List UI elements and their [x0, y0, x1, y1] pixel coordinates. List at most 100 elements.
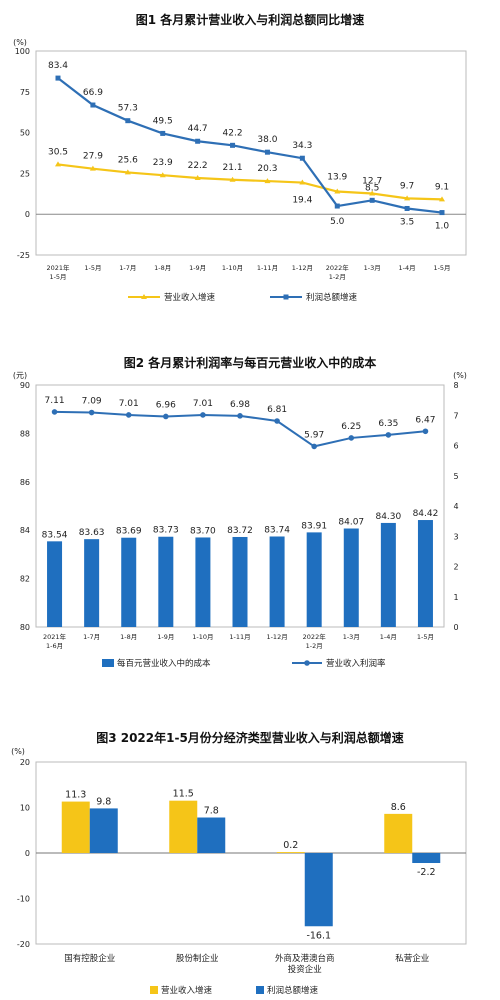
series-line-revenue	[57, 163, 443, 201]
data-label: 19.4	[292, 196, 312, 206]
legend-marker-revenue	[141, 294, 147, 299]
data-point	[299, 179, 306, 185]
data-label: 6.47	[415, 415, 435, 425]
y-tick-label: 100	[15, 47, 30, 56]
x-tick-label: 2021年 1-6月	[43, 632, 67, 650]
bar	[158, 536, 174, 627]
left-y-tick-label: 84	[20, 526, 30, 535]
legend-swatch-cost	[102, 659, 114, 667]
legend-swatch-revenue	[150, 986, 158, 994]
data-label: 7.01	[193, 399, 213, 409]
bar	[412, 853, 441, 864]
x-tick-label: 1-7月	[83, 633, 100, 641]
bar	[232, 536, 248, 627]
y-tick-label: 50	[20, 129, 30, 138]
plot-frame	[35, 50, 467, 256]
left-axis-unit: (元)	[13, 371, 27, 380]
bar	[197, 817, 226, 853]
data-label: 22.2	[188, 161, 208, 171]
bar-label: 83.69	[116, 527, 142, 537]
x-tick-label: 1-3月	[343, 633, 360, 641]
legend-label-profit: 利润总额增速	[306, 292, 358, 303]
data-point	[163, 413, 169, 420]
right-y-tick-label: 4	[453, 502, 458, 511]
bar-label: 9.8	[96, 796, 111, 807]
bar-label: 11.3	[65, 790, 86, 801]
bar	[384, 813, 413, 853]
data-point	[334, 188, 341, 194]
chart-2: 图2 各月累计利润率与每百元营业收入中的成本(元) (%)808284868890…	[13, 355, 467, 669]
bar-label: 83.91	[301, 521, 327, 531]
bar-label: 0.2	[283, 840, 298, 851]
data-point	[439, 196, 445, 202]
x-tick-label: 国有控股企业	[64, 953, 115, 964]
y-tick-label: 0	[25, 849, 30, 858]
legend-label-revenue: 营业收入增速	[164, 292, 216, 303]
x-tick-label: 1-8月	[154, 264, 171, 272]
chart-title: 图1 各月累计营业收入与利润总额同比增速	[136, 12, 365, 27]
data-point	[404, 205, 410, 211]
data-label: 3.5	[400, 217, 414, 227]
data-label: 13.9	[327, 173, 347, 183]
right-y-tick-label: 3	[453, 532, 458, 541]
legend-label-revenue: 营业收入增速	[161, 985, 213, 996]
bar-label: -2.2	[417, 867, 436, 878]
bar	[306, 532, 322, 627]
data-point	[299, 155, 305, 161]
bar	[169, 800, 198, 853]
data-point	[125, 412, 132, 418]
bar-label: 7.8	[204, 806, 219, 817]
data-label: 20.3	[257, 164, 277, 174]
data-label: 9.1	[435, 182, 449, 192]
data-label: 7.09	[82, 397, 102, 407]
data-label: 23.9	[153, 158, 173, 168]
data-point	[264, 149, 270, 155]
bar-label: 84.42	[413, 509, 439, 519]
y-tick-label: -10	[17, 895, 30, 904]
bar	[304, 853, 333, 927]
x-tick-label: 股份制企业	[176, 953, 219, 964]
bar	[121, 537, 137, 627]
x-tick-label: 1-11月	[229, 633, 250, 641]
bar-label: 83.73	[153, 526, 179, 536]
right-y-tick-label: 1	[453, 593, 458, 602]
data-label: 27.9	[83, 152, 103, 162]
left-y-tick-label: 86	[20, 478, 30, 487]
x-tick-label: 1-4月	[399, 264, 416, 272]
legend-marker-margin	[304, 660, 310, 666]
x-tick-label: 1-12月	[292, 264, 313, 272]
bar	[195, 537, 211, 627]
data-point	[200, 412, 206, 418]
data-label: 6.25	[341, 422, 361, 432]
data-label: 25.6	[118, 155, 138, 165]
data-point	[385, 432, 392, 438]
data-label: 34.3	[292, 141, 312, 151]
data-label: 8.5	[365, 183, 379, 193]
data-label: 1.0	[435, 222, 450, 232]
data-point	[264, 178, 271, 184]
bar	[47, 541, 63, 627]
x-tick-label: 1-7月	[119, 264, 136, 272]
data-label: 42.2	[223, 128, 243, 138]
y-tick-label: -25	[17, 251, 30, 260]
data-point	[230, 142, 236, 148]
bar-label: 84.30	[375, 512, 401, 522]
data-label: 5.97	[304, 430, 324, 440]
data-label: 6.35	[378, 419, 398, 429]
x-tick-label: 1-8月	[120, 633, 137, 641]
bar-label: 11.5	[173, 789, 194, 800]
x-tick-label: 2021年 1-5月	[46, 263, 70, 281]
y-tick-label: -20	[17, 940, 30, 949]
x-tick-label: 1-12月	[266, 633, 287, 641]
legend-marker-profit	[283, 294, 289, 300]
data-point	[229, 176, 236, 182]
data-label: 44.7	[188, 124, 208, 134]
data-point	[88, 409, 95, 416]
chart-title: 图3 2022年1-5月份分经济类型营业收入与利润总额增速	[96, 730, 404, 745]
x-tick-label: 1-9月	[189, 264, 206, 272]
data-point	[334, 203, 340, 209]
y-axis-unit: (%)	[11, 747, 25, 756]
data-point	[124, 169, 131, 175]
x-tick-label: 1-10月	[222, 264, 243, 272]
data-point	[55, 161, 61, 167]
